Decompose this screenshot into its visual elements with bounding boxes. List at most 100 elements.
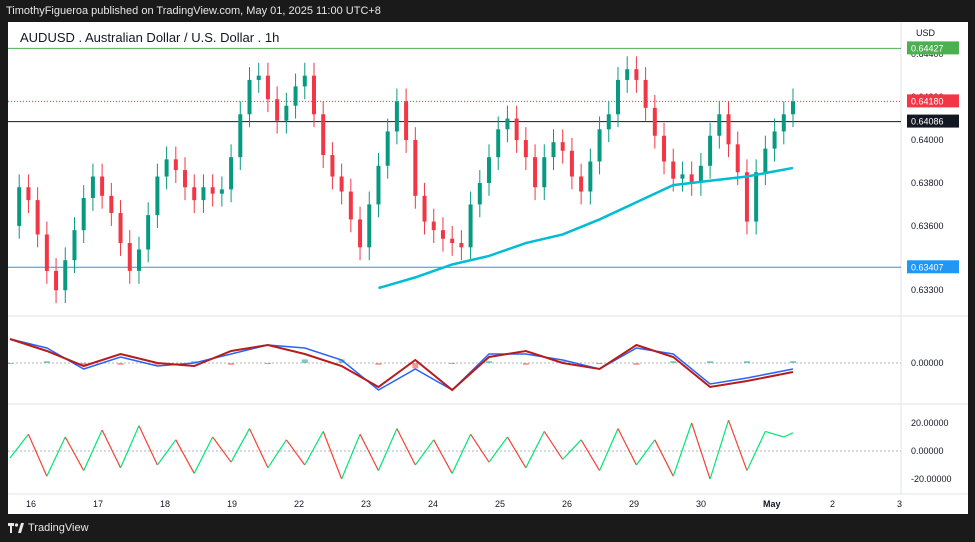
candle-body [81,197,86,231]
candle-body [247,79,252,115]
rsi-line-segment [377,428,398,471]
candle-body [662,135,667,162]
candle-body [164,159,169,177]
candle-body [219,189,224,194]
candle-body [477,182,482,205]
moving-average-line [378,166,794,290]
candle-body [450,238,455,244]
rsi-line-segment [727,419,748,471]
rsi-y-tick: 20.00000 [911,418,949,428]
candle-body [763,148,768,173]
candle-body [265,75,270,100]
y-tick-label: 0.63800 [911,178,944,188]
rsi-line-segment [119,425,140,469]
x-tick-label: 2 [830,499,835,509]
candle-body [348,191,353,220]
candle-body [735,144,740,173]
chart-area[interactable]: 0.633000.636000.638000.640000.642000.644… [8,22,968,514]
rsi-line-segment [746,431,766,471]
macd-histogram-bar [707,361,714,363]
rsi-line-segment [488,436,508,463]
candle-body [754,172,759,222]
price-level-tag [907,114,959,128]
rsi-line-segment [617,428,637,466]
macd-slow-line [9,338,794,392]
candle-body [127,243,132,271]
rsi-line-segment [230,428,251,463]
candle-body [118,212,123,244]
macd-histogram-bar [596,363,603,364]
candle-body [514,118,519,141]
macd-histogram-bar [338,359,345,363]
rsi-line-segment [101,429,122,469]
x-tick-label: 17 [93,499,103,509]
candle-body [321,114,326,156]
candle-body [155,176,160,216]
candle-body [54,270,59,291]
rsi-line-segment [635,439,656,466]
price-level-tag [907,260,959,274]
x-tick-label: 18 [160,499,170,509]
macd-histogram-bar [264,363,271,364]
candle-body [229,157,234,190]
candle-body [588,161,593,192]
rsi-line-segment [783,432,794,438]
x-tick-label: 3 [897,499,902,509]
candle-body [496,129,501,158]
macd-histogram-bar [80,363,87,365]
candle-body [440,230,445,239]
candle-body [606,114,611,130]
candle-body [560,142,565,151]
rsi-line-segment [414,439,435,466]
candle-body [579,176,584,192]
candle-body [413,140,418,196]
price-level-label: 0.63407 [911,262,944,272]
rsi-line-segment [156,439,177,466]
x-tick-label: May [763,499,781,509]
candle-body [717,114,722,136]
rsi-y-tick: 0.00000 [911,446,944,456]
chart-svg[interactable]: 0.633000.636000.638000.640000.642000.644… [8,22,968,514]
footer-bar: TradingView [0,516,975,542]
candle-body [238,114,243,158]
macd-histogram-bar [191,361,198,363]
candle-body [284,105,289,121]
candle-body [311,75,316,115]
candle-body [689,174,694,183]
rsi-line-segment [691,422,711,480]
candle-body [505,118,510,130]
macd-histogram-bar [670,361,677,363]
price-level-label: 0.64086 [911,117,944,127]
candle-body [192,187,197,201]
candle-body [201,187,206,201]
rsi-line-segment [359,433,380,471]
y-tick-label: 0.63300 [911,285,944,295]
currency-label: USD [916,28,936,38]
candle-body [17,187,22,226]
candle-body [256,75,261,80]
rsi-line-segment [212,436,232,463]
candle-body [63,260,68,291]
rsi-line-segment [267,439,287,469]
candle-body [275,99,280,121]
macd-histogram-bar [375,363,382,365]
rsi-line-segment [322,431,343,480]
x-tick-label: 23 [361,499,371,509]
x-tick-label: 22 [294,499,304,509]
candle-body [146,215,151,250]
candle-body [643,79,648,108]
price-level-tag [907,41,959,55]
rsi-line-segment [9,433,29,459]
candle-body [136,249,141,271]
rsi-line-segment [709,420,730,480]
candle-body [293,86,298,106]
candle-body [358,219,363,248]
candle-body [404,101,409,141]
candle-body [708,135,713,166]
rsi-line-segment [285,439,306,466]
tradingview-logo[interactable]: TradingView [8,522,89,534]
rsi-line-segment [64,436,85,471]
candle-body [339,176,344,192]
candle-body [523,140,528,158]
macd-histogram-bar [449,363,456,364]
